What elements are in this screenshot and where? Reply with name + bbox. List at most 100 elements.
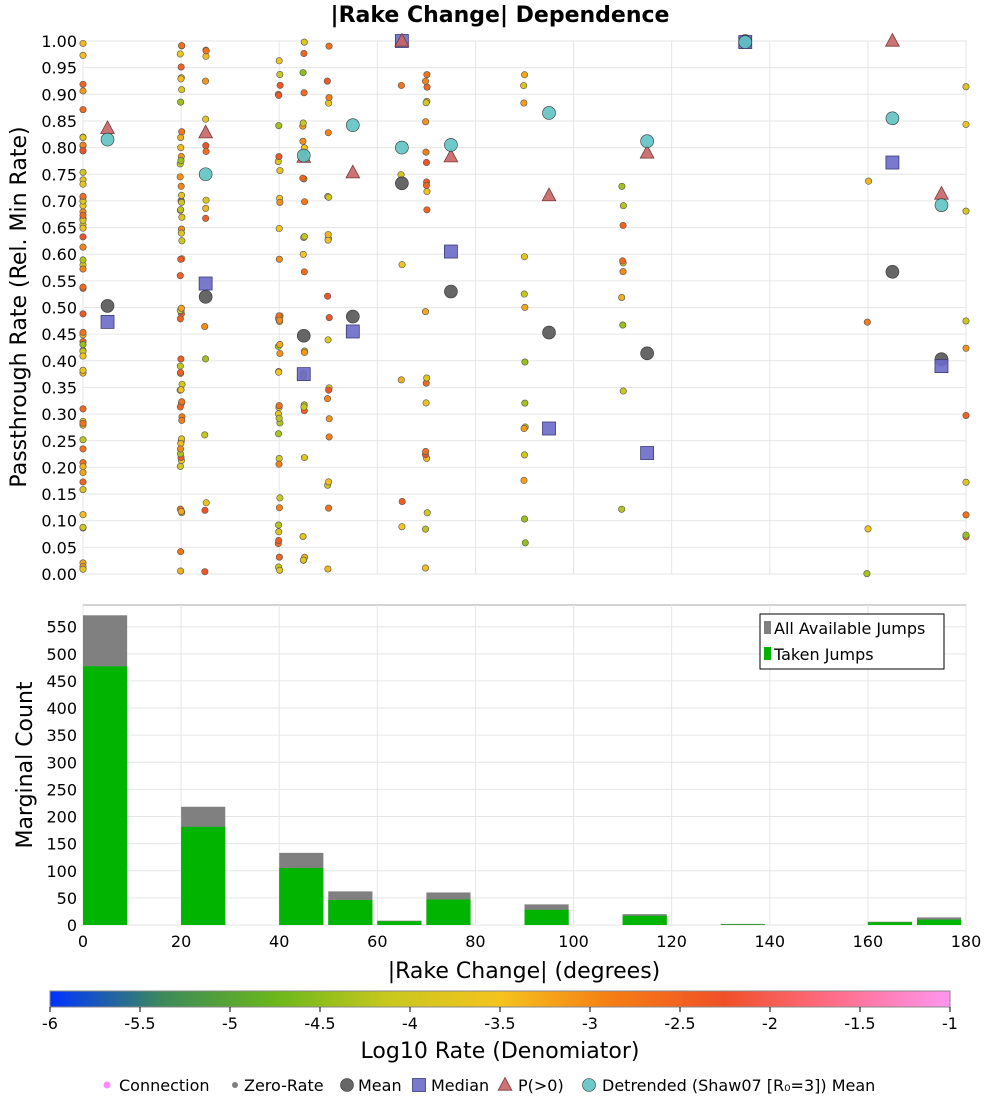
scatter-raw-point bbox=[325, 314, 333, 322]
scatter-raw-point bbox=[397, 81, 405, 89]
bar-taken bbox=[524, 909, 569, 925]
histogram-x-tick-label: 160 bbox=[853, 932, 884, 951]
scatter-raw-point bbox=[301, 198, 309, 206]
scatter-raw-point bbox=[397, 376, 405, 384]
scatter-raw-point bbox=[520, 451, 528, 459]
histogram-x-tick-label: 40 bbox=[269, 932, 289, 951]
scatter-y-tick-label: 0.50 bbox=[41, 299, 77, 318]
scatter-raw-point bbox=[79, 469, 87, 477]
histogram-x-tick-label: 20 bbox=[171, 932, 191, 951]
scatter-raw-point bbox=[275, 537, 283, 545]
scatter-raw-point bbox=[619, 221, 627, 229]
mean-marker bbox=[395, 176, 409, 191]
histogram-y-tick-label: 550 bbox=[46, 618, 77, 637]
scatter-raw-point bbox=[79, 106, 87, 114]
scatter-raw-point bbox=[275, 57, 283, 65]
mean-marker bbox=[198, 290, 213, 304]
scatter-raw-point bbox=[275, 504, 283, 512]
legend-label-all-available: All Available Jumps bbox=[774, 619, 925, 638]
scatter-raw-point bbox=[520, 476, 528, 484]
scatter-raw-point bbox=[863, 318, 871, 326]
scatter-raw-point bbox=[423, 206, 431, 214]
scatter-raw-point bbox=[79, 51, 87, 59]
scatter-raw-point bbox=[275, 91, 283, 99]
scatter-raw-point bbox=[865, 177, 873, 185]
scatter-raw-point bbox=[176, 272, 184, 280]
scatter-raw-point bbox=[398, 523, 406, 531]
scatter-raw-point bbox=[79, 328, 87, 336]
key-label: Zero-Rate bbox=[244, 1076, 324, 1095]
scatter-raw-point bbox=[275, 528, 283, 536]
scatter-raw-point bbox=[177, 98, 185, 106]
scatter-raw-point bbox=[520, 290, 528, 298]
detrended-mean-marker bbox=[738, 35, 753, 49]
scatter-raw-point bbox=[202, 147, 210, 155]
scatter-raw-point bbox=[325, 386, 333, 394]
scatter-raw-point bbox=[201, 431, 209, 439]
p-gt-0-marker bbox=[394, 32, 410, 47]
scatter-raw-point bbox=[202, 499, 210, 507]
scatter-raw-point bbox=[79, 168, 87, 176]
bar-taken bbox=[622, 915, 667, 925]
scatter-raw-point bbox=[301, 348, 309, 356]
scatter-raw-point bbox=[618, 505, 626, 513]
mean-marker bbox=[542, 325, 556, 340]
mean-marker bbox=[296, 328, 311, 343]
scatter-raw-point bbox=[178, 237, 186, 245]
scatter-raw-point bbox=[79, 134, 87, 142]
colorbar-tick-label: -1 bbox=[942, 1014, 958, 1033]
scatter-raw-point bbox=[423, 83, 431, 91]
scatter-raw-point bbox=[962, 478, 970, 486]
legend-swatch-taken bbox=[764, 647, 771, 660]
scatter-raw-point bbox=[300, 49, 308, 57]
scatter-raw-point bbox=[79, 352, 87, 360]
scatter-raw-point bbox=[276, 349, 284, 357]
scatter-raw-point bbox=[79, 445, 87, 453]
scatter-raw-point bbox=[520, 82, 528, 90]
histogram-y-tick-label: 500 bbox=[46, 645, 77, 664]
bar-taken bbox=[720, 924, 765, 925]
scatter-raw-point bbox=[176, 362, 184, 370]
key-marker bbox=[412, 1078, 426, 1092]
scatter-raw-point bbox=[299, 533, 307, 541]
scatter-raw-point bbox=[299, 137, 307, 145]
colorbar-tick-label: -3 bbox=[582, 1014, 598, 1033]
scatter-raw-point bbox=[79, 310, 87, 318]
legend-swatch-all-available bbox=[764, 621, 771, 634]
scatter-raw-point bbox=[520, 253, 528, 261]
scatter-y-tick-label: 0.30 bbox=[41, 405, 77, 424]
key-label: Detrended (Shaw07 [R₀=3]) Mean bbox=[602, 1076, 875, 1095]
scatter-raw-point bbox=[177, 386, 185, 394]
scatter-raw-point bbox=[521, 303, 529, 311]
histogram-x-axis-label: |Rake Change| (degrees) bbox=[388, 959, 661, 984]
colorbar-gradient bbox=[49, 990, 951, 1008]
scatter-raw-point bbox=[79, 405, 87, 413]
bar-taken bbox=[867, 922, 913, 925]
scatter-raw-point bbox=[79, 87, 87, 95]
scatter-raw-point bbox=[300, 454, 308, 462]
detrended-mean-marker bbox=[934, 198, 949, 212]
scatter-raw-point bbox=[325, 504, 333, 512]
detrended-mean-marker bbox=[198, 167, 213, 182]
p-gt-0-marker bbox=[443, 148, 459, 163]
scatter-y-tick-label: 0.25 bbox=[41, 432, 77, 451]
p-gt-0-marker bbox=[639, 144, 655, 159]
colorbar-tick-label: -5 bbox=[222, 1014, 238, 1033]
scatter-raw-point bbox=[422, 181, 430, 189]
scatter-y-tick-label: 0.10 bbox=[41, 512, 77, 531]
histogram-x-ticks: 0 20 40 60 80 100 120 140 160 180 bbox=[78, 932, 981, 951]
histogram-x-tick-label: 60 bbox=[367, 932, 387, 951]
scatter-raw-point bbox=[275, 225, 283, 233]
scatter-raw-point bbox=[79, 211, 87, 219]
histogram-x-tick-label: 120 bbox=[656, 932, 687, 951]
scatter-raw-point bbox=[276, 341, 284, 349]
scatter-raw-point bbox=[422, 118, 430, 126]
p-gt-0-marker bbox=[345, 164, 361, 179]
scatter-raw-point bbox=[79, 283, 87, 291]
histogram-y-ticks: 0 50 100 150 200 250 300 350 400 450 500 550 bbox=[46, 618, 77, 935]
scatter-raw-point bbox=[178, 198, 186, 206]
key-label: Connection bbox=[119, 1076, 210, 1095]
scatter-raw-point bbox=[276, 198, 284, 206]
histogram-y-tick-label: 400 bbox=[46, 699, 77, 718]
